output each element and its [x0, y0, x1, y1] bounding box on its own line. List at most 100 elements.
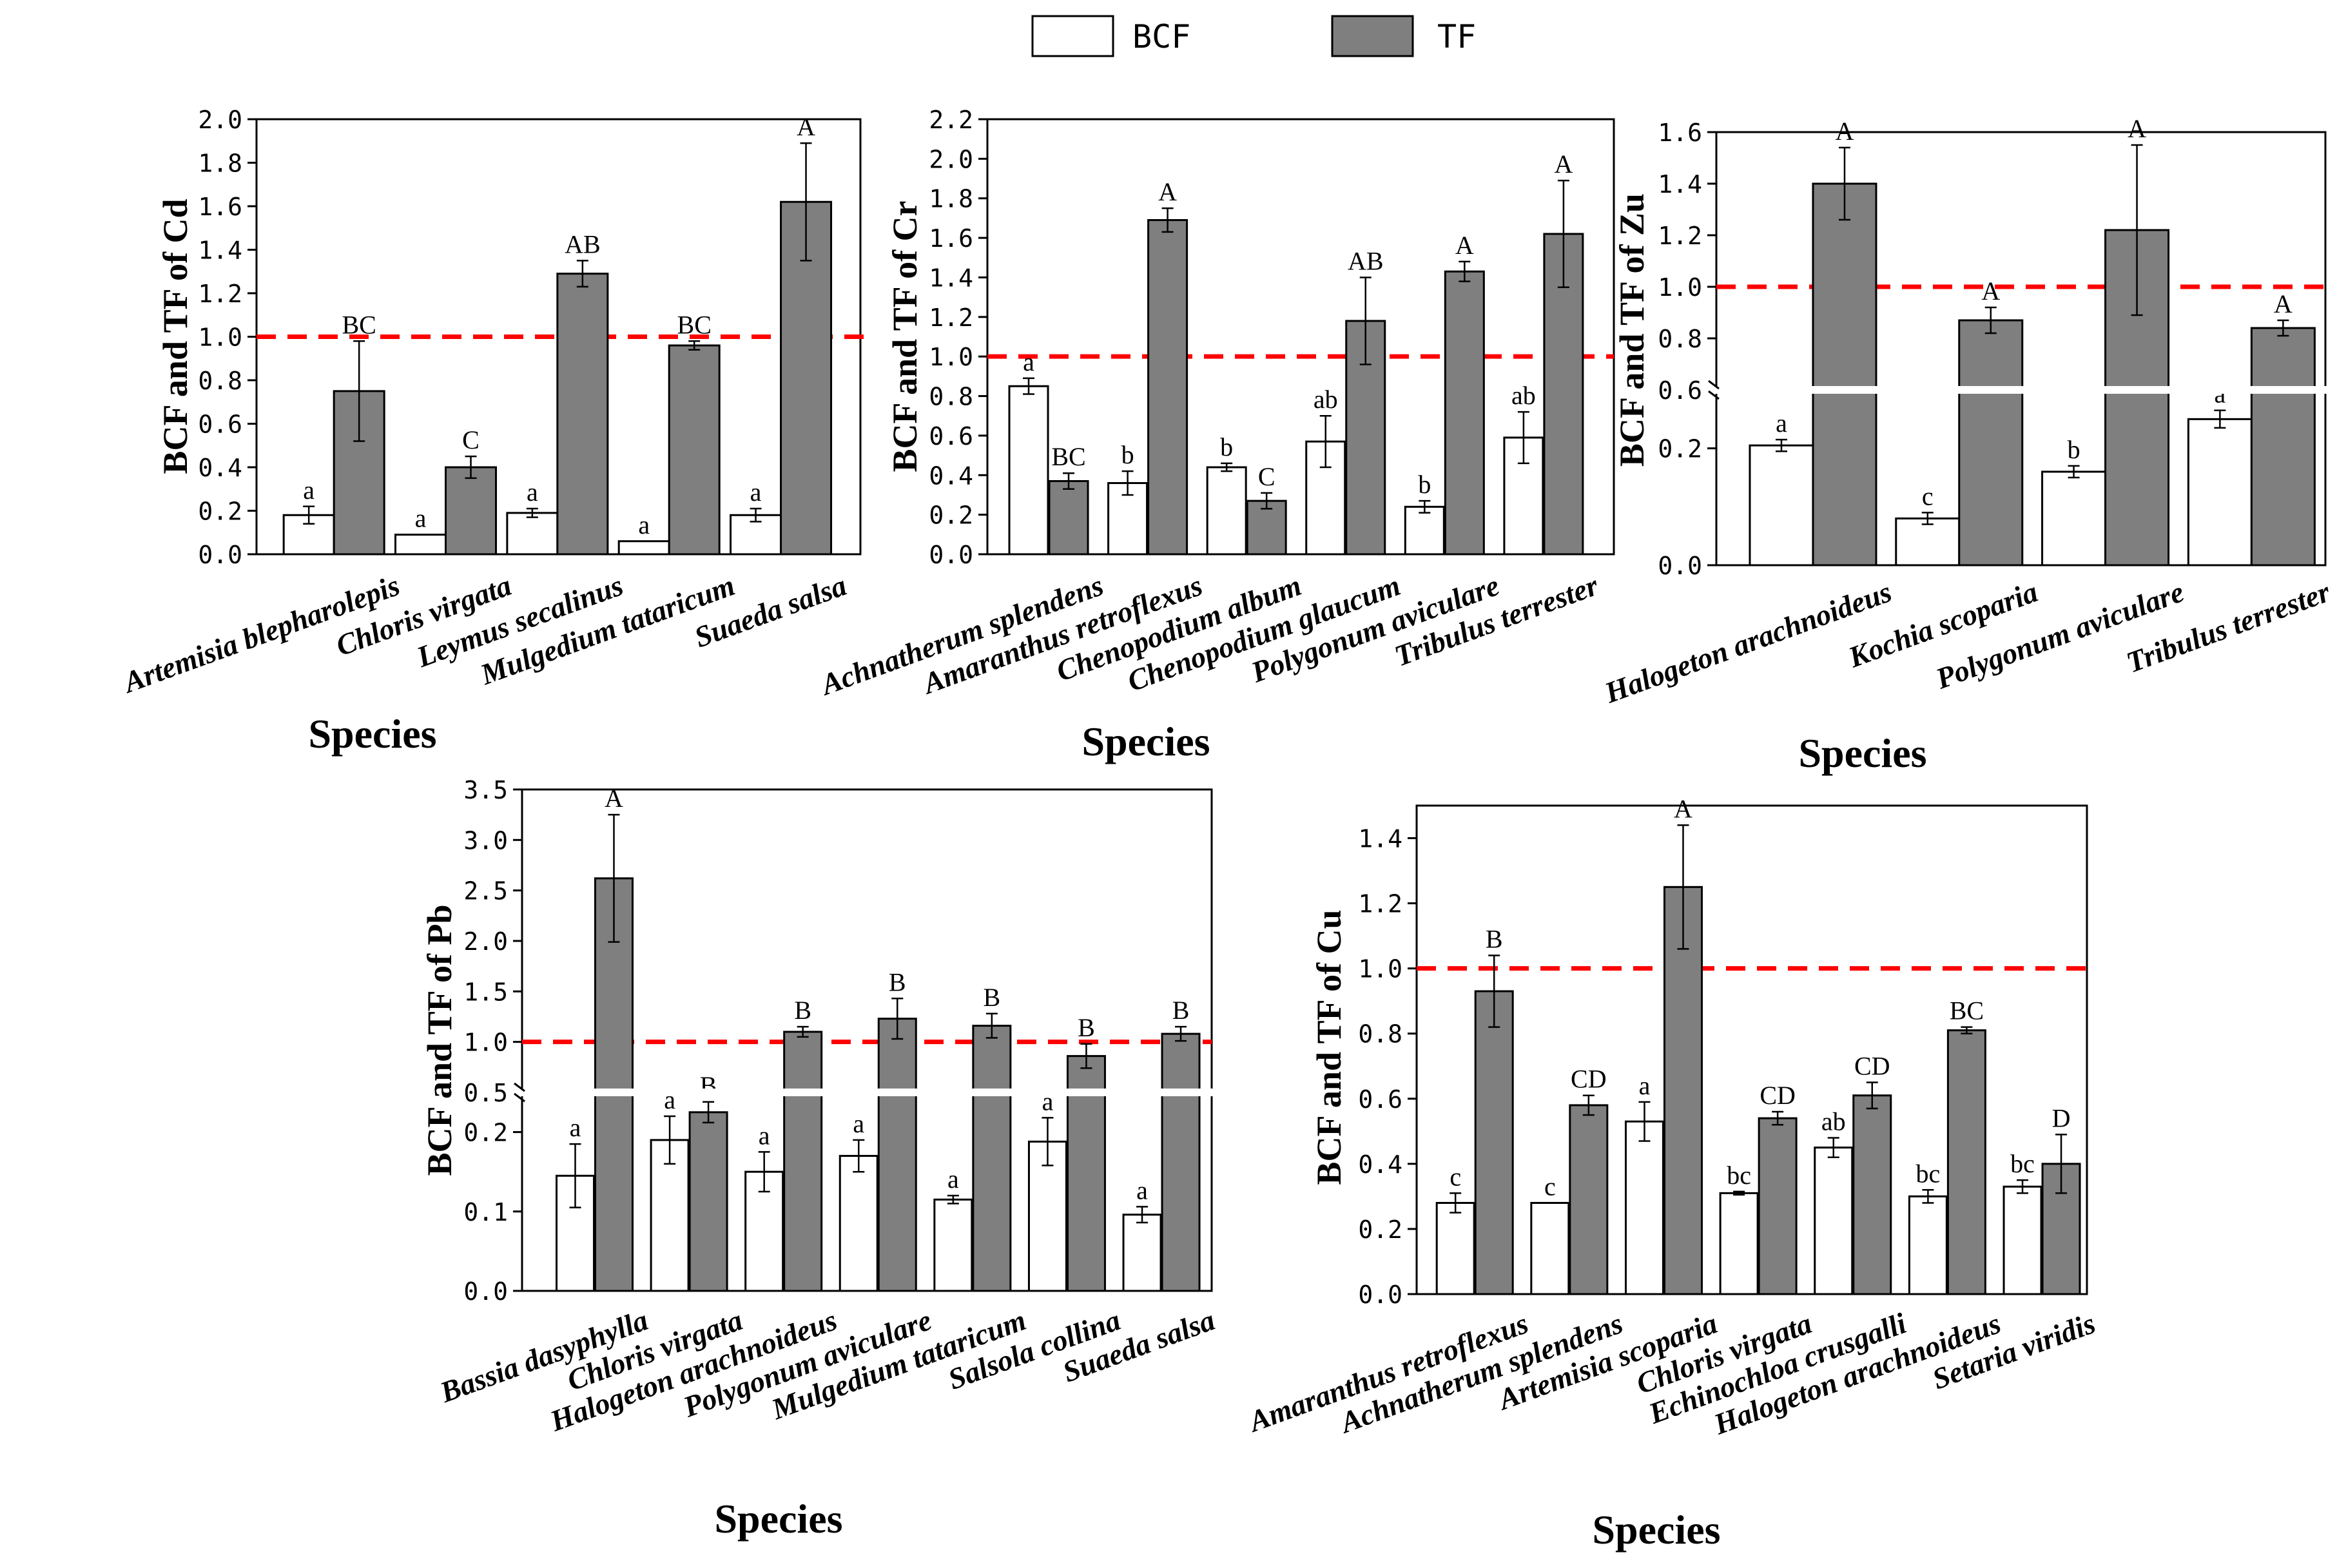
y-tick-label: 0.6	[1658, 376, 1702, 405]
tf-bar	[1569, 1104, 1609, 1295]
significance-letter: BC	[1051, 442, 1085, 471]
y-axis-title: BCF and TF of Pb	[420, 904, 459, 1176]
category-label: Polygonum aviculare	[1931, 575, 2188, 695]
significance-letter: ab	[1511, 381, 1536, 410]
tf-bar	[1048, 479, 1089, 556]
y-tick-label: 1.4	[929, 264, 973, 292]
y-tick-label: 0.0	[1658, 552, 1702, 580]
tf-bar	[688, 1111, 728, 1292]
axis-break-gap	[1703, 386, 2327, 394]
y-tick-label: 0.5	[463, 1079, 508, 1107]
axis-break-mark	[514, 1082, 525, 1092]
y-tick-label: 0.6	[198, 411, 242, 439]
significance-letter: A	[1455, 231, 1474, 260]
tf-bar	[783, 1031, 823, 1292]
y-tick-label: 0.6	[1358, 1085, 1402, 1114]
significance-letter: C	[462, 425, 480, 454]
significance-letter: bc	[2010, 1149, 2035, 1178]
y-tick-label: 0.0	[1358, 1281, 1402, 1309]
y-tick-label: 1.4	[1358, 825, 1402, 853]
bcf-bar	[933, 1198, 973, 1292]
y-tick-label: 1.5	[463, 978, 508, 1006]
tf-bar	[972, 1025, 1012, 1292]
tf-bar	[1444, 270, 1485, 556]
y-tick-label: 0.1	[463, 1198, 508, 1226]
bcf-bar	[1895, 517, 1961, 566]
bcf-bar	[650, 1139, 690, 1292]
y-tick-label: 1.0	[929, 343, 973, 371]
y-tick-label: 1.2	[929, 304, 973, 332]
y-tick-label: 2.0	[463, 927, 508, 956]
tf-bar	[877, 1018, 917, 1292]
y-tick-label: 0.0	[463, 1277, 508, 1306]
bcf-bar	[2187, 418, 2253, 566]
significance-letter: A	[1836, 117, 1854, 146]
significance-letter: b	[2068, 435, 2080, 464]
y-tick-label: 1.0	[1658, 273, 1702, 302]
y-tick-label: 3.0	[463, 826, 508, 855]
tf-bar	[1663, 886, 1703, 1295]
y-axis-title: BCF and TF of Cd	[156, 198, 195, 474]
bcf-bar	[1122, 1214, 1162, 1292]
significance-letter: a	[1776, 409, 1787, 438]
chart-panel-0: 0.00.20.40.60.81.01.21.41.61.82.0aBCArte…	[117, 106, 868, 757]
x-axis-title: Species	[1798, 730, 1926, 776]
tf-bar	[556, 273, 609, 556]
tf-bar	[1958, 319, 2024, 566]
y-tick-label: 0.0	[929, 541, 973, 569]
y-tick-label: 2.2	[929, 106, 973, 134]
y-tick-label: 2.0	[198, 106, 242, 134]
y-tick-label: 1.4	[1658, 170, 1702, 198]
tf-bar	[1812, 182, 1877, 566]
tf-bar	[1946, 1029, 1986, 1295]
significance-letter: BC	[677, 310, 712, 339]
significance-letter: B	[1078, 1013, 1095, 1042]
x-axis-title: Species	[1592, 1507, 1720, 1553]
significance-letter: a	[750, 478, 762, 507]
significance-letter: A	[2274, 289, 2293, 318]
y-tick-label: 1.0	[198, 324, 242, 352]
significance-letter: ab	[1821, 1107, 1846, 1136]
plot-frame	[986, 118, 1615, 556]
significance-letter: B	[984, 983, 1001, 1012]
y-tick-label: 1.2	[1658, 222, 1702, 250]
bcf-bar	[617, 540, 670, 556]
significance-letter: a	[853, 1109, 864, 1138]
chart-panel-1: 0.0 0.2 0.4 0.6 0.8 1.0 1.2 1.4 1.6 1.8 2.0 2.2 a BC A…	[815, 106, 1615, 764]
y-axis-title: BCF and TF of Zu	[1613, 193, 1651, 467]
significance-letter: C	[1258, 462, 1275, 491]
y-axis-title: BCF and TF of Cu	[1310, 909, 1348, 1185]
legend-tf-swatch	[1331, 15, 1414, 57]
x-axis-title: Species	[714, 1496, 842, 1542]
axis-break-mark	[1708, 390, 1720, 400]
y-tick-label: 0.0	[198, 541, 242, 569]
x-axis-title: Species	[308, 711, 436, 757]
y-tick-label: 0.4	[1358, 1150, 1402, 1179]
tf-bar	[1852, 1094, 1892, 1295]
significance-letter: CD	[1571, 1065, 1607, 1094]
significance-letter: B	[889, 967, 906, 996]
significance-letter: c	[1922, 481, 1934, 510]
y-tick-label: 0.4	[198, 454, 242, 482]
bcf-bar	[2041, 470, 2107, 566]
bcf-bar	[1908, 1195, 1948, 1295]
legend: BCF TF	[1031, 15, 1476, 57]
significance-letter: bc	[1916, 1159, 1941, 1188]
y-tick-label: 3.5	[463, 776, 508, 804]
y-tick-label: 1.8	[929, 185, 973, 213]
bcf-bar	[1435, 1202, 1475, 1295]
bcf-bar	[394, 534, 447, 556]
bcf-bar	[1027, 1140, 1067, 1292]
significance-letter: CD	[1854, 1052, 1890, 1081]
y-tick-label: 1.2	[1358, 890, 1402, 918]
tf-bar	[1147, 218, 1188, 556]
y-tick-label: 2.5	[463, 877, 508, 905]
bcf-bar	[1749, 444, 1814, 566]
significance-letter: B	[1172, 996, 1190, 1025]
significance-letter: a	[759, 1121, 770, 1150]
axis-break-mark	[1708, 380, 1720, 390]
significance-letter: b	[1121, 440, 1134, 469]
significance-letter: A	[797, 112, 815, 141]
tf-bar	[1758, 1117, 1798, 1295]
